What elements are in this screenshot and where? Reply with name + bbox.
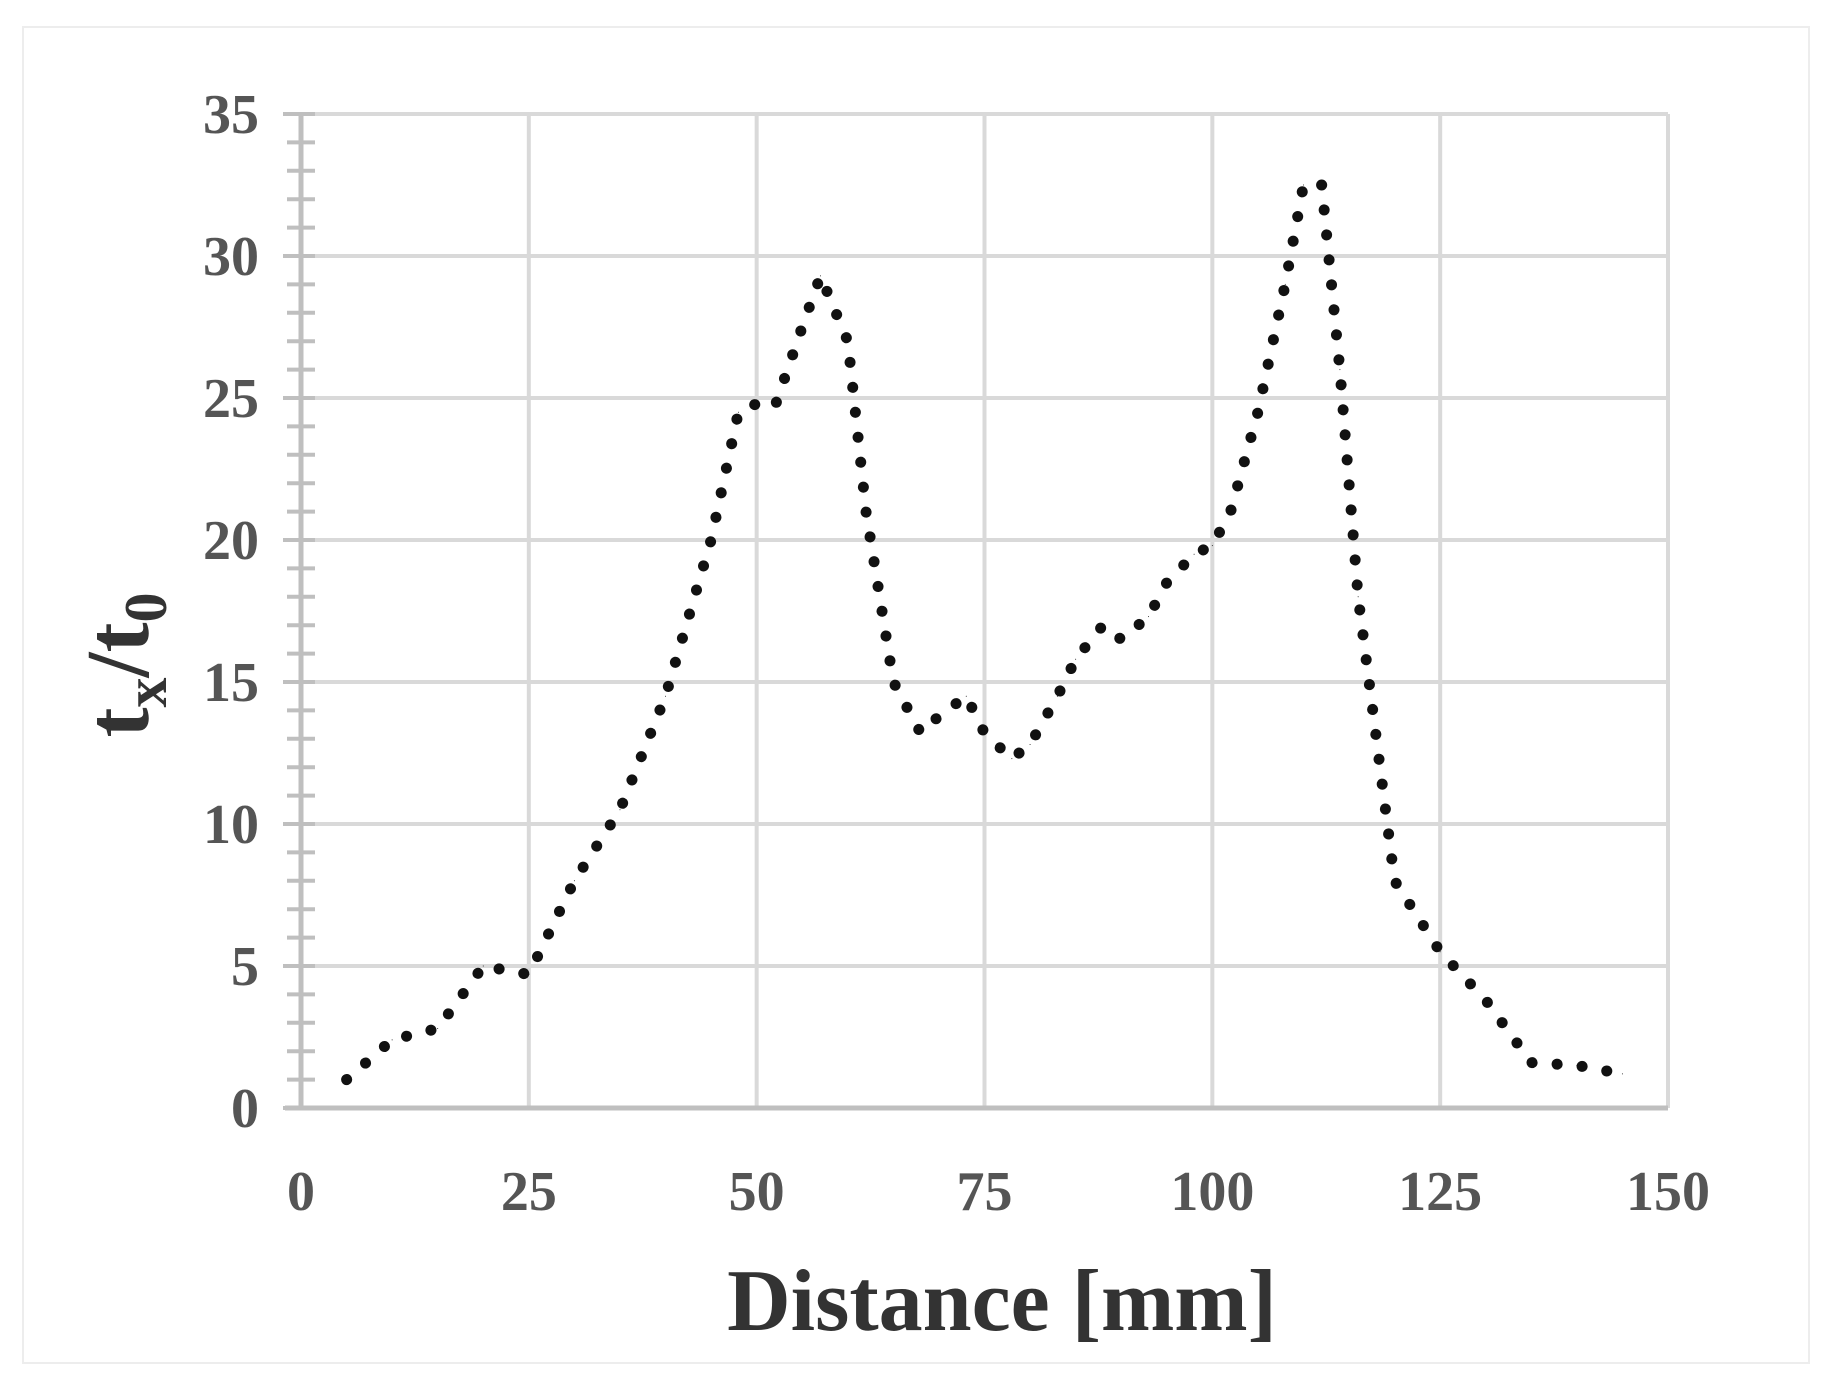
data-point (619, 809, 621, 811)
data-point (892, 681, 894, 683)
data-point (710, 539, 712, 541)
x-axis-title: Distance [mm] (727, 1253, 1277, 1350)
data-point (1230, 511, 1232, 513)
y-title-sep: /t (69, 622, 168, 678)
data-point (346, 1079, 348, 1081)
x-tick-label: 100 (1170, 1161, 1254, 1223)
data-point (1357, 596, 1359, 598)
data-point (1011, 758, 1013, 760)
data-point (391, 1039, 393, 1041)
x-tick-label: 150 (1626, 1161, 1710, 1223)
x-tick-label: 75 (957, 1161, 1013, 1223)
data-point (482, 965, 484, 967)
data-point (1148, 616, 1150, 618)
data-point (737, 411, 739, 413)
y-tick-label: 20 (203, 510, 259, 572)
data-point (801, 326, 803, 328)
data-point (774, 406, 776, 408)
data-point (1321, 184, 1323, 186)
data-point (1120, 638, 1122, 640)
chart-frame (22, 26, 1810, 1364)
y-tick-label: 0 (231, 1078, 259, 1140)
data-point (1439, 951, 1441, 953)
data-point (1211, 545, 1213, 547)
y-tick-label: 15 (203, 652, 259, 714)
data-point (1075, 658, 1077, 660)
y-tick-label: 10 (203, 794, 259, 856)
data-point (1485, 999, 1487, 1001)
data-point (528, 974, 530, 976)
data-point (1257, 411, 1259, 413)
data-point (1193, 553, 1195, 555)
y-tick-label: 5 (231, 936, 259, 998)
x-tick-label: 0 (287, 1161, 315, 1223)
data-point (437, 1027, 439, 1029)
data-point (920, 732, 922, 734)
x-tick-label: 50 (729, 1161, 785, 1223)
y-tick-label: 35 (203, 84, 259, 146)
data-point (1339, 369, 1341, 371)
axes (283, 112, 1668, 1111)
y-title-sub1: x (113, 678, 179, 708)
data-point (1102, 624, 1104, 626)
tick-labels: 0 5 10 15 20 25 30 35 0 25 50 75 100 125 150 (203, 84, 1710, 1223)
y-axis-title: tx/t0 (69, 593, 179, 738)
data-point (1394, 880, 1396, 882)
y-title-sub2: 0 (113, 593, 179, 623)
data-point (847, 340, 849, 342)
data-point (665, 695, 667, 697)
x-tick-label: 25 (501, 1161, 557, 1223)
data-point (1166, 582, 1168, 584)
data-point (1375, 738, 1377, 740)
data-point (1302, 184, 1304, 186)
data-point (1029, 743, 1031, 745)
data-point (1530, 1062, 1532, 1064)
data-point (1056, 695, 1058, 697)
data-point (865, 511, 867, 513)
data-point (756, 403, 758, 405)
data-point (938, 715, 940, 717)
x-tick-label: 125 (1398, 1161, 1482, 1223)
y-tick-label: 25 (203, 368, 259, 430)
y-tick-label: 30 (203, 226, 259, 288)
data-point (1621, 1073, 1623, 1075)
series-line (341, 179, 1628, 1086)
data-point (1284, 283, 1286, 285)
data-point (965, 695, 967, 697)
y-title-base: t (69, 707, 168, 737)
data-point (573, 880, 575, 882)
data-point (819, 275, 821, 277)
data-point (984, 732, 985, 734)
grid-lines (301, 112, 1670, 1108)
data-point (1576, 1064, 1578, 1066)
